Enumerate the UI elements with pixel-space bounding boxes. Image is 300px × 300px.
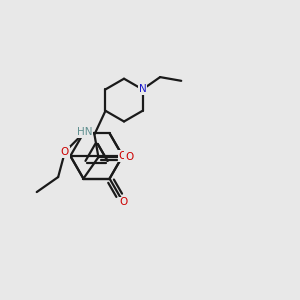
Text: O: O [119,197,128,208]
Text: HN: HN [76,127,92,137]
Text: O: O [118,151,127,161]
Text: O: O [61,147,69,157]
Text: O: O [125,152,134,162]
Text: N: N [139,84,146,94]
